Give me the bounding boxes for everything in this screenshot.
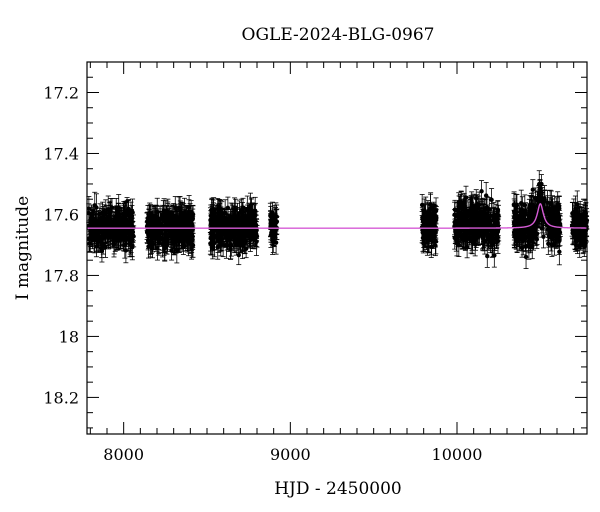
y-tick-label: 18.2 (43, 388, 79, 407)
data-point (156, 231, 162, 254)
data-point (148, 204, 154, 223)
data-point (128, 220, 134, 240)
data-point (147, 234, 153, 255)
chart-title: OGLE-2024-BLG-0967 (242, 25, 435, 45)
data-point (93, 193, 99, 222)
x-axis-label: HJD - 2450000 (274, 479, 402, 499)
y-tick-label: 17.2 (43, 83, 79, 102)
data-point (156, 210, 162, 234)
data-point (144, 221, 150, 244)
y-tick-label: 17.8 (43, 266, 79, 285)
x-tick-label: 10000 (432, 445, 483, 464)
data-point (186, 199, 192, 226)
data-point (129, 205, 135, 228)
data-point (123, 212, 129, 234)
data-points-layer (86, 170, 590, 269)
data-point (169, 240, 175, 261)
x-tick-label: 9000 (270, 445, 311, 464)
y-tick-label: 17.6 (43, 205, 79, 224)
data-point (114, 219, 120, 245)
data-point (118, 206, 124, 234)
data-point (123, 237, 129, 264)
data-point (176, 196, 182, 219)
data-point (102, 216, 108, 236)
data-point (99, 225, 105, 250)
data-point (180, 202, 186, 229)
y-axis-label: I magnitude (13, 196, 33, 300)
data-point (89, 211, 95, 235)
y-tick-label: 18 (59, 327, 79, 346)
x-tick-label: 8000 (103, 445, 144, 464)
data-point (100, 201, 106, 224)
data-point (177, 227, 183, 253)
data-point (161, 226, 167, 253)
data-point (176, 225, 182, 247)
y-tick-label: 17.4 (43, 144, 79, 163)
